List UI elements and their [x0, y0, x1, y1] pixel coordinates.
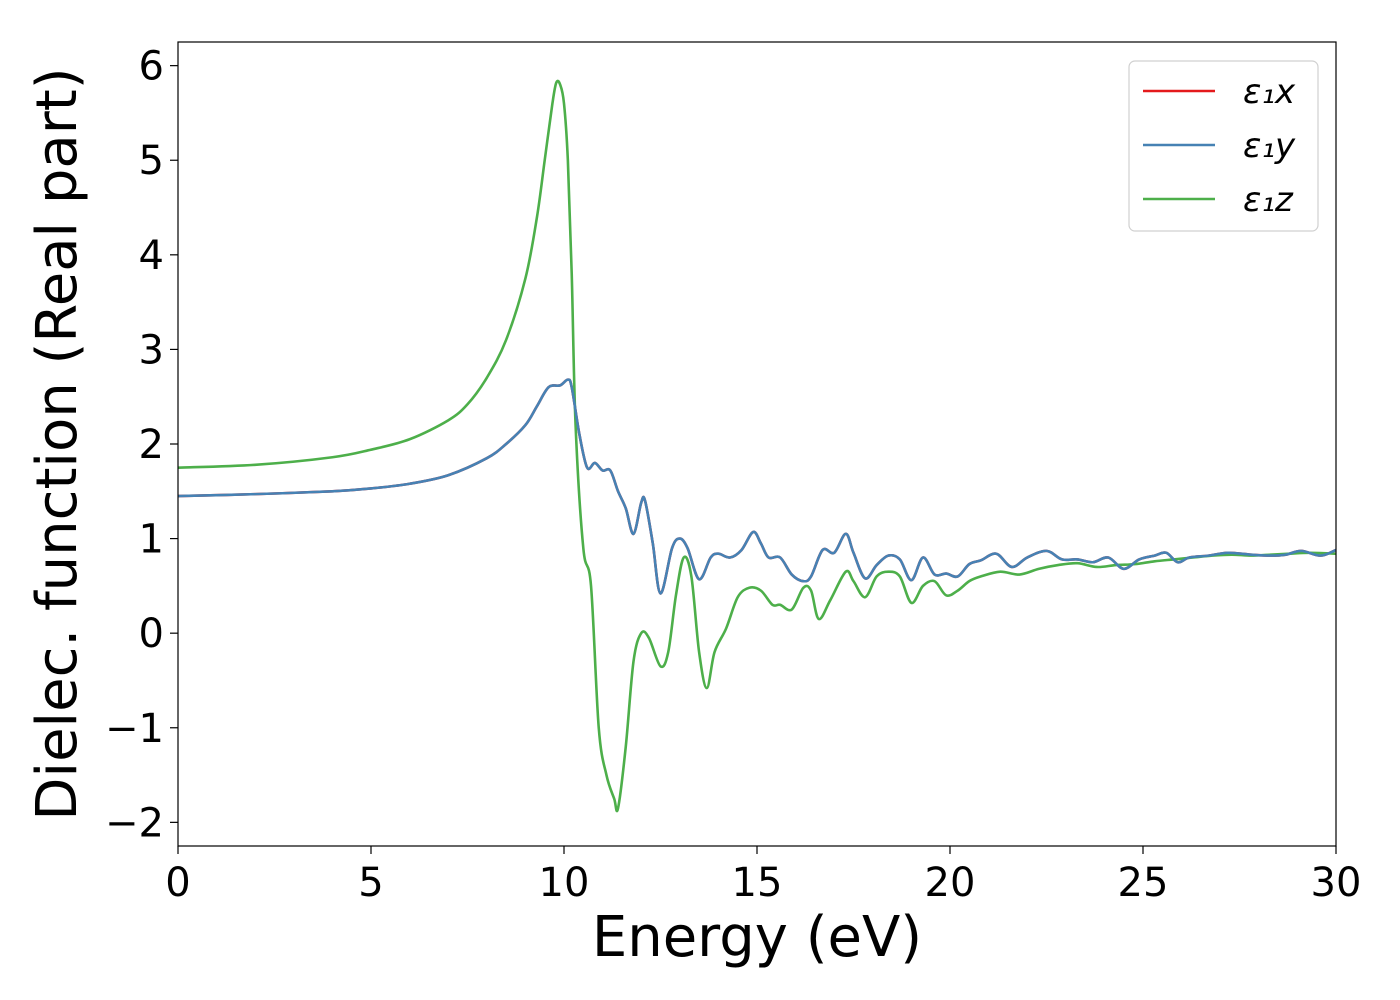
x-axis-ticks: 0 5 10 15 20 25 30	[165, 846, 1361, 906]
legend-label: ε₁x	[1243, 72, 1296, 112]
y-tick-label: −1	[105, 706, 164, 752]
y-axis-label: Dielec. function (Real part)	[25, 67, 90, 820]
y-axis-ticks: −2 −1 0 1 2 3 4 5 6	[105, 44, 178, 846]
legend: ε₁x ε₁y ε₁z	[1128, 60, 1319, 232]
y-tick-label: 2	[139, 422, 164, 468]
series-line-2	[178, 79, 1336, 813]
x-tick-label: 15	[732, 860, 783, 906]
x-tick-label: 30	[1311, 860, 1362, 906]
x-tick-label: 20	[925, 860, 976, 906]
y-tick-label: 4	[139, 233, 164, 279]
legend-label: ε₁y	[1243, 126, 1296, 166]
legend-label: ε₁z	[1243, 180, 1294, 220]
series-line-1	[178, 378, 1336, 595]
y-tick-label: −2	[105, 800, 164, 846]
y-tick-label: 3	[139, 327, 164, 373]
y-tick-label: 6	[139, 44, 164, 90]
x-tick-label: 10	[539, 860, 590, 906]
series-layer	[178, 79, 1336, 813]
x-axis-label: Energy (eV)	[592, 905, 922, 970]
y-tick-label: 1	[139, 517, 164, 563]
x-tick-label: 25	[1118, 860, 1169, 906]
legend-box	[1128, 60, 1319, 232]
y-tick-label: 5	[139, 138, 164, 184]
x-tick-label: 5	[358, 860, 383, 906]
x-tick-label: 0	[165, 860, 190, 906]
y-tick-label: 0	[139, 611, 164, 657]
